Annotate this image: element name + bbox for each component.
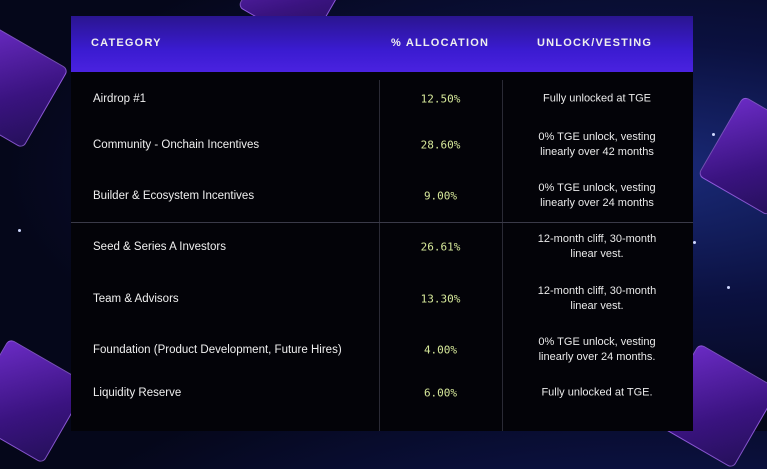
decorative-cube — [0, 23, 69, 149]
header-allocation: % ALLOCATION — [391, 37, 490, 49]
header-vesting: UNLOCK/VESTING — [537, 37, 653, 49]
star — [18, 229, 21, 232]
table-row: Community - Onchain Incentives 28.60% 0%… — [71, 125, 693, 165]
category-cell: Community - Onchain Incentives — [93, 139, 260, 151]
vesting-cell: 0% TGE unlock, vesting linearly over 24 … — [538, 182, 656, 209]
category-cell: Airdrop #1 — [93, 93, 147, 105]
vesting-cell: Fully unlocked at TGE — [542, 92, 651, 105]
category-cell: Builder & Ecosystem Incentives — [93, 190, 255, 202]
category-cell: Foundation (Product Development, Future … — [93, 344, 342, 356]
allocation-table: CATEGORY % ALLOCATION UNLOCK/VESTING Air… — [71, 16, 693, 431]
vesting-cell: 12-month cliff, 30-month linear vest. — [537, 285, 657, 312]
vesting-cell: 12-month cliff, 30-month linear vest. — [537, 233, 657, 260]
table-row: Team & Advisors 13.30% 12-month cliff, 3… — [71, 279, 693, 319]
allocation-cell: 28.60% — [420, 138, 461, 152]
category-cell: Liquidity Reserve — [93, 387, 182, 399]
row-divider — [71, 222, 693, 223]
allocation-cell: 6.00% — [423, 386, 458, 400]
table-header: CATEGORY % ALLOCATION UNLOCK/VESTING — [71, 16, 693, 72]
decorative-cube — [697, 95, 767, 217]
category-cell: Team & Advisors — [93, 293, 179, 305]
allocation-cell: 12.50% — [420, 92, 461, 106]
table-row: Foundation (Product Development, Future … — [71, 330, 693, 370]
column-divider — [502, 80, 503, 431]
category-cell: Seed & Series A Investors — [93, 241, 226, 253]
vesting-cell: Fully unlocked at TGE. — [541, 386, 653, 399]
allocation-cell: 9.00% — [423, 189, 458, 203]
vesting-cell: 0% TGE unlock, vesting linearly over 42 … — [538, 131, 656, 158]
star — [693, 241, 696, 244]
star — [727, 286, 730, 289]
column-divider — [379, 80, 380, 431]
table-row: Builder & Ecosystem Incentives 9.00% 0% … — [71, 176, 693, 216]
table-row: Airdrop #1 12.50% Fully unlocked at TGE — [71, 79, 693, 119]
allocation-cell: 13.30% — [420, 292, 461, 306]
vesting-cell: 0% TGE unlock, vesting linearly over 24 … — [538, 336, 656, 363]
allocation-cell: 4.00% — [423, 343, 458, 357]
table-row: Liquidity Reserve 6.00% Fully unlocked a… — [71, 373, 693, 413]
star — [712, 133, 715, 136]
allocation-cell: 26.61% — [420, 240, 461, 254]
header-category: CATEGORY — [91, 37, 162, 49]
table-row: Seed & Series A Investors 26.61% 12-mont… — [71, 227, 693, 267]
